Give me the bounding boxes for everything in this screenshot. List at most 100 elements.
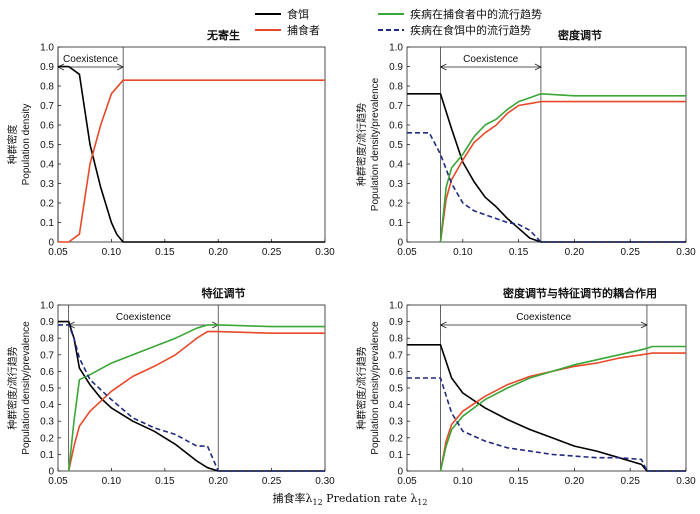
y-axis-title-cn: 种群密度: [6, 125, 19, 165]
series-line-disease_prey: [407, 132, 686, 243]
x-tick-label: 0.30: [315, 476, 335, 487]
series-line-predator: [58, 79, 325, 243]
panels: 00.10.20.30.40.50.60.70.80.91.00.05 0.10 0…: [6, 28, 696, 487]
legend-label-prey: 食饵: [287, 7, 309, 21]
chart-panel-4: 0 0.1 0.2 0.3 0.4 0.5 0.6 0.7 0.8 0.9 1.0 0.05 0.10 0…: [355, 286, 696, 487]
x-tick-label: 0.10: [453, 247, 473, 258]
y-tick-label: 0.4: [389, 400, 403, 411]
chart-panel-3: 0 0.1 0.2 0.3 0.4 0.5 0.6 0.7 0.8 0.9 1.0 0.05 0.10 0…: [6, 286, 335, 487]
y-axis-title-cn: 种群密度/流行趋势: [6, 346, 19, 429]
y-tick-label: 0.1: [389, 218, 403, 229]
x-tick-label: 0.05: [397, 476, 417, 487]
y-tick-label: 0: [48, 238, 54, 249]
plot-frame: [406, 304, 687, 472]
y-tick-label: 0: [48, 467, 54, 478]
y-tick-label: 0.5: [40, 384, 54, 395]
panel-title: 特征调节: [202, 286, 246, 300]
y-axis-title-en: Population density/prevalence: [370, 77, 381, 211]
y-axis-title-cn: 种群密度/流行趋势: [355, 103, 368, 186]
series-line-prey: [58, 320, 325, 472]
y-tick-label: 0.4: [389, 160, 403, 171]
x-tick-label: 0.20: [208, 247, 228, 258]
coexistence-annotation: Coexistence: [67, 305, 220, 471]
y-tick-label: 0.3: [389, 179, 403, 190]
panel-title: 密度调节: [558, 28, 602, 42]
y-tick-label: 0.5: [389, 140, 403, 151]
y-tick-label: 0.4: [40, 160, 54, 171]
series-line-predator: [67, 330, 325, 472]
series-line-prey: [58, 65, 325, 243]
x-tick-label: 0.20: [565, 247, 585, 258]
y-tick-label: 0.5: [40, 140, 54, 151]
coexistence-label: Coexistence: [463, 54, 518, 65]
y-tick-label: 0.2: [389, 199, 403, 210]
y-tick-label: 0.6: [40, 121, 54, 132]
panel-title: 密度调节与特征调节的耦合作用: [503, 286, 657, 300]
series-line-disease_predator: [439, 93, 686, 243]
y-tick-label: 0.7: [389, 101, 403, 112]
series-line-disease_predator: [67, 324, 325, 472]
y-tick-label: 0.4: [40, 400, 54, 411]
y-tick-label: 0.7: [40, 350, 54, 361]
arrowhead-left-icon: [439, 321, 447, 329]
y-tick-label: 0.9: [389, 317, 403, 328]
series-line-disease_prey: [58, 324, 325, 472]
y-axis-title-cn: 种群密度/流行趋势: [355, 346, 368, 429]
panel-title: 无寄生: [206, 28, 240, 42]
chart-panel-2: 0 0.1 0.2 0.3 0.4 0.5 0.6 0.7 0.8 0.9 1.0 0.05 0.10 0…: [355, 28, 696, 258]
y-tick-label: 0: [397, 238, 403, 249]
y-tick-label: 0: [397, 467, 403, 478]
y-tick-label: 0.6: [389, 367, 403, 378]
y-tick-label: 0.8: [389, 82, 403, 93]
series-line-disease_prey: [407, 377, 686, 472]
y-axis-title-en: Population density/prevalence: [21, 321, 32, 455]
legend-label-predator: 捕食者: [287, 23, 320, 37]
x-tick-label: 0.25: [262, 247, 282, 258]
coexistence-annotation: Coexistence: [439, 47, 542, 242]
x-tick-label: 0.10: [102, 247, 122, 258]
x-tick-label: 0.25: [262, 476, 282, 487]
x-tick-label: 0.25: [620, 476, 640, 487]
y-tick-label: 1.0: [389, 43, 403, 54]
y-tick-label: 0.1: [389, 450, 403, 461]
y-axis-title-en: Population density/prevalence: [370, 321, 381, 455]
y-tick-label: 1.0: [40, 43, 54, 54]
y-tick-label: 0.7: [389, 350, 403, 361]
y-tick-label: 0.1: [40, 450, 54, 461]
x-tick-label: 0.05: [48, 476, 68, 487]
chart-panel-1: 0 0.1 0.2 0.3 0.4 0.5 0.6 0.7 0.8 0.9 1.0 0.05 0.10 0…: [6, 28, 335, 258]
plot-frame: [406, 46, 687, 243]
y-tick-label: 0.6: [389, 121, 403, 132]
y-tick-label: 0.2: [40, 433, 54, 444]
y-tick-label: 0.6: [40, 367, 54, 378]
y-tick-label: 0.9: [389, 62, 403, 73]
arrowhead-left-icon: [439, 63, 447, 71]
x-tick-label: 0.15: [155, 247, 175, 258]
y-tick-label: 0.7: [40, 101, 54, 112]
y-tick-label: 0.5: [389, 384, 403, 395]
coexistence-label: Coexistence: [63, 54, 118, 65]
y-tick-label: 1.0: [389, 301, 403, 312]
arrowhead-right-icon: [640, 321, 648, 329]
coexistence-label: Coexistence: [516, 312, 571, 323]
arrowhead-right-icon: [116, 63, 125, 71]
y-axis-title-en: Population density: [21, 104, 32, 186]
legend-label-disease_predator: 疾病在捕食者中的流行趋势: [410, 7, 542, 21]
x-tick-label: 0.25: [620, 247, 640, 258]
y-tick-label: 0.2: [389, 433, 403, 444]
series-line-predator: [439, 352, 686, 472]
x-tick-label: 0.15: [155, 476, 175, 487]
y-tick-label: 0.9: [40, 317, 54, 328]
x-tick-label: 0.10: [453, 476, 473, 487]
x-tick-label: 0.20: [565, 476, 585, 487]
series-line-prey: [407, 343, 686, 472]
legend-label-disease_prey: 疾病在食饵中的流行趋势: [410, 23, 531, 37]
x-axis-title: 捕食率λ12 Predation rate λ12: [273, 491, 428, 507]
x-tick-label: 0.10: [102, 476, 122, 487]
x-tick-label: 0.20: [208, 476, 228, 487]
x-tick-label: 0.05: [397, 247, 417, 258]
y-tick-label: 0.1: [40, 218, 54, 229]
y-tick-label: 0.3: [40, 417, 54, 428]
